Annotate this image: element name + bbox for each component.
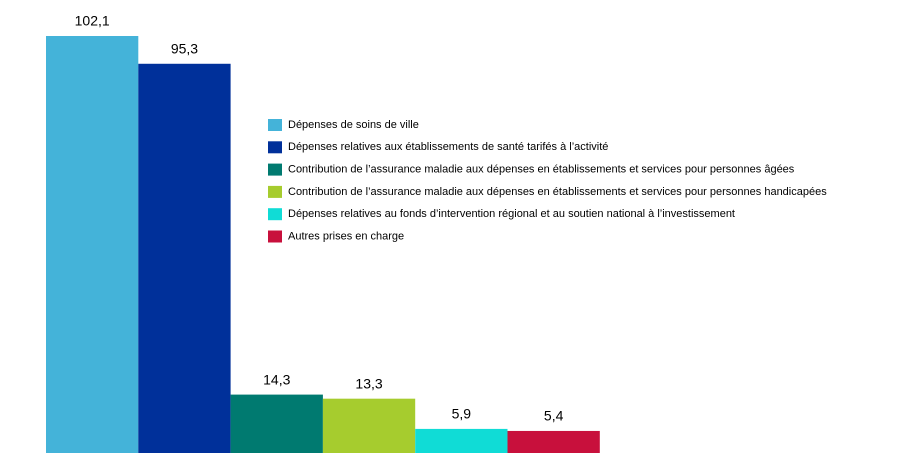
legend-label: Contribution de l’assurance maladie aux …: [288, 186, 827, 198]
bar: [138, 63, 231, 453]
legend-label: Dépenses relatives aux établissements de…: [288, 141, 608, 153]
value-label: 95,3: [171, 40, 198, 56]
legend-label: Dépenses de soins de ville: [288, 119, 419, 131]
legend-label: Contribution de l’assurance maladie aux …: [288, 164, 795, 176]
legend-swatch: [268, 119, 282, 131]
legend-swatch: [268, 163, 282, 176]
bar: [322, 398, 416, 453]
value-label: 14,3: [263, 371, 290, 387]
legend-swatch: [268, 185, 282, 198]
bar: [230, 394, 323, 453]
legend-swatch: [268, 230, 282, 243]
legend-swatch: [268, 141, 282, 154]
bar: [415, 428, 508, 453]
legend-label: Dépenses relatives au fonds d’interventi…: [288, 208, 735, 220]
value-label: 5,9: [452, 406, 472, 422]
legend-label: Autres prises en charge: [288, 230, 404, 242]
bar: [46, 36, 139, 453]
value-label: 102,1: [75, 13, 110, 29]
legend-swatch: [268, 208, 282, 221]
bar: [507, 430, 600, 453]
value-label: 13,3: [355, 375, 382, 391]
value-label: 5,4: [544, 408, 564, 424]
